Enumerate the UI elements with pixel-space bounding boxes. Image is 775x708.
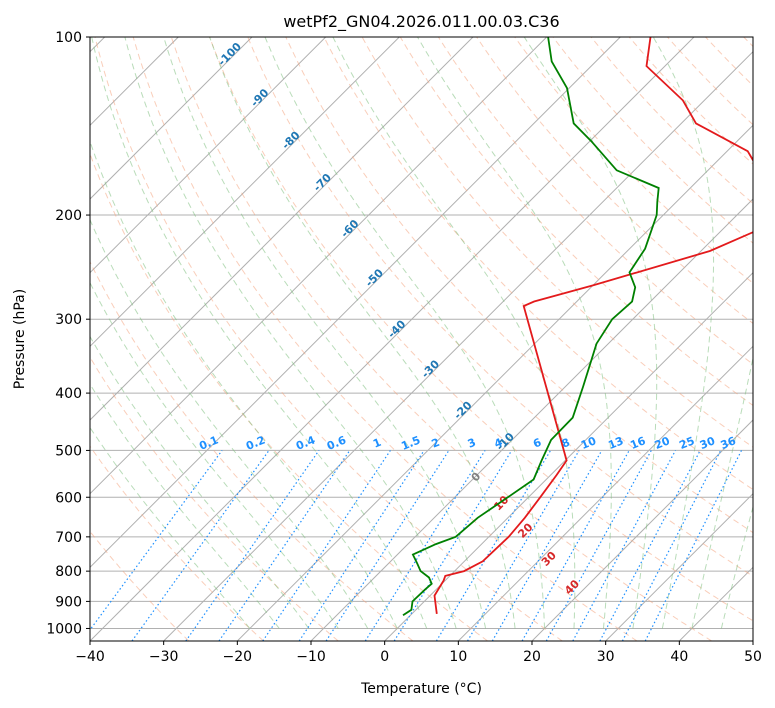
- y-tick-label: 600: [55, 490, 82, 506]
- axis-ticks: −40 −30 −20 −10 0 10 20 30 40 50 100 200 300 400 500 60…: [46, 30, 762, 665]
- dewpoint-profile-line: [402, 37, 660, 617]
- moist-adiabat-line: [124, 37, 457, 629]
- moist-adiabat-line: [90, 426, 251, 629]
- x-tick-label: −20: [223, 649, 253, 665]
- isotherm-line: [457, 345, 753, 641]
- y-tick-label: 300: [55, 312, 82, 328]
- y-tick-label: 800: [55, 564, 82, 580]
- y-tick-label: 900: [55, 594, 82, 610]
- moist-adiabat-line: [332, 37, 576, 629]
- mixing-ratio-line: [491, 450, 603, 641]
- moist-adiabat-line: [90, 383, 280, 629]
- y-tick-label: 400: [55, 386, 82, 402]
- temperature-profile-line: [433, 37, 753, 615]
- isotherm-line: [531, 419, 753, 641]
- mixing-ratio-line: [393, 450, 513, 641]
- dry-adiabat-line: [514, 37, 753, 284]
- y-tick-label: 500: [55, 443, 82, 459]
- y-axis-label: Pressure (hPa): [12, 289, 28, 389]
- moist-adiabat-line: [90, 281, 339, 629]
- isotherm-line: [163, 50, 753, 641]
- moist-adiabat-line: [209, 37, 516, 629]
- isotherm-line: [236, 124, 753, 641]
- isotherm-line: [90, 37, 474, 421]
- x-tick-label: 20: [523, 649, 541, 665]
- isotherm-line: [90, 37, 548, 495]
- isotherm-line: [605, 492, 753, 641]
- x-axis-label: Temperature (°C): [360, 681, 482, 697]
- x-tick-label: −40: [75, 649, 105, 665]
- x-tick-label: −10: [296, 649, 326, 665]
- mixing-ratio-line: [131, 450, 270, 641]
- dry-adiabat-line: [247, 37, 753, 577]
- dry-adiabat-line: [285, 37, 753, 534]
- mixing-ratio-line: [521, 450, 630, 641]
- mixing-ratio-label: 3: [466, 436, 478, 451]
- y-tick-label: 700: [55, 530, 82, 546]
- mixing-ratio-line: [218, 450, 351, 641]
- dry-adiabat-line: [90, 445, 264, 641]
- moist-adiabat-line: [264, 37, 545, 629]
- dry-adiabat-line: [94, 37, 563, 641]
- isotherm-line: [90, 37, 327, 274]
- isotherm-line: [90, 37, 400, 348]
- mixing-ratio-label: 20: [653, 434, 672, 452]
- dry-adiabat-line: [90, 356, 339, 641]
- moist-adiabat-line: [90, 218, 369, 629]
- mixing-ratio-label: 16: [628, 434, 647, 452]
- moist-adiabat-line: [90, 335, 310, 629]
- dry-adiabat-line: [209, 37, 753, 622]
- moist-adiabat-line: [720, 505, 753, 629]
- series-layer: [402, 37, 753, 617]
- x-tick-label: 0: [380, 649, 389, 665]
- isotherm-line: [90, 37, 695, 641]
- background-grid: 0.1 0.2 0.4 0.6 1 1.5 2 3 4 6 8 10 13 16 20 25 30 36-100-…: [90, 37, 753, 641]
- plot-frame: [89, 36, 754, 642]
- mixing-ratio-label: 8: [560, 436, 572, 451]
- moist-adiabat-line: [163, 37, 487, 629]
- dry-adiabat-line: [323, 37, 753, 491]
- isotherm-line: [384, 271, 753, 641]
- moist-adiabat-line: [652, 37, 715, 629]
- mixing-ratio-line: [364, 450, 486, 641]
- mixing-ratio-label: 25: [677, 434, 696, 452]
- mixing-ratio-label: 2: [430, 436, 442, 451]
- mixing-ratio-line: [435, 450, 552, 641]
- mixing-ratio-label: 13: [606, 434, 625, 452]
- mixing-ratio-line: [572, 450, 677, 641]
- mixing-ratio-line: [545, 450, 652, 641]
- mixing-ratio-line: [466, 450, 580, 641]
- x-tick-label: 40: [670, 649, 688, 665]
- mixing-ratio-line: [90, 450, 223, 631]
- moist-adiabat-line: [417, 37, 612, 629]
- moist-adiabat-line: [91, 37, 428, 629]
- mixing-ratio-label: 10: [579, 434, 598, 452]
- moist-adiabat-line: [90, 139, 398, 629]
- moist-adiabat-line: [691, 355, 753, 629]
- y-tick-label: 1000: [46, 621, 82, 637]
- x-tick-label: 10: [449, 649, 467, 665]
- x-tick-label: −30: [149, 649, 179, 665]
- mixing-ratio-label: 36: [719, 434, 738, 452]
- mixing-ratio-line: [325, 450, 450, 641]
- mixing-ratio-label: 30: [698, 434, 717, 452]
- y-tick-label: 100: [55, 30, 82, 46]
- isotherm-line: [90, 37, 621, 569]
- chart-title: wetPf2_GN04.2026.011.00.03.C36: [283, 12, 559, 32]
- x-tick-label: 50: [744, 649, 762, 665]
- dry-adiabat-line: [476, 37, 753, 325]
- mixing-ratio-label: 1: [371, 436, 383, 451]
- mixing-ratio-line: [185, 450, 320, 641]
- moist-adiabat-line: [523, 37, 658, 629]
- dry-adiabat-line: [90, 260, 414, 641]
- x-tick-label: 30: [597, 649, 615, 665]
- isotherm-line: [90, 37, 253, 200]
- y-tick-label: 200: [55, 208, 82, 224]
- dry-adiabat-line: [170, 37, 712, 641]
